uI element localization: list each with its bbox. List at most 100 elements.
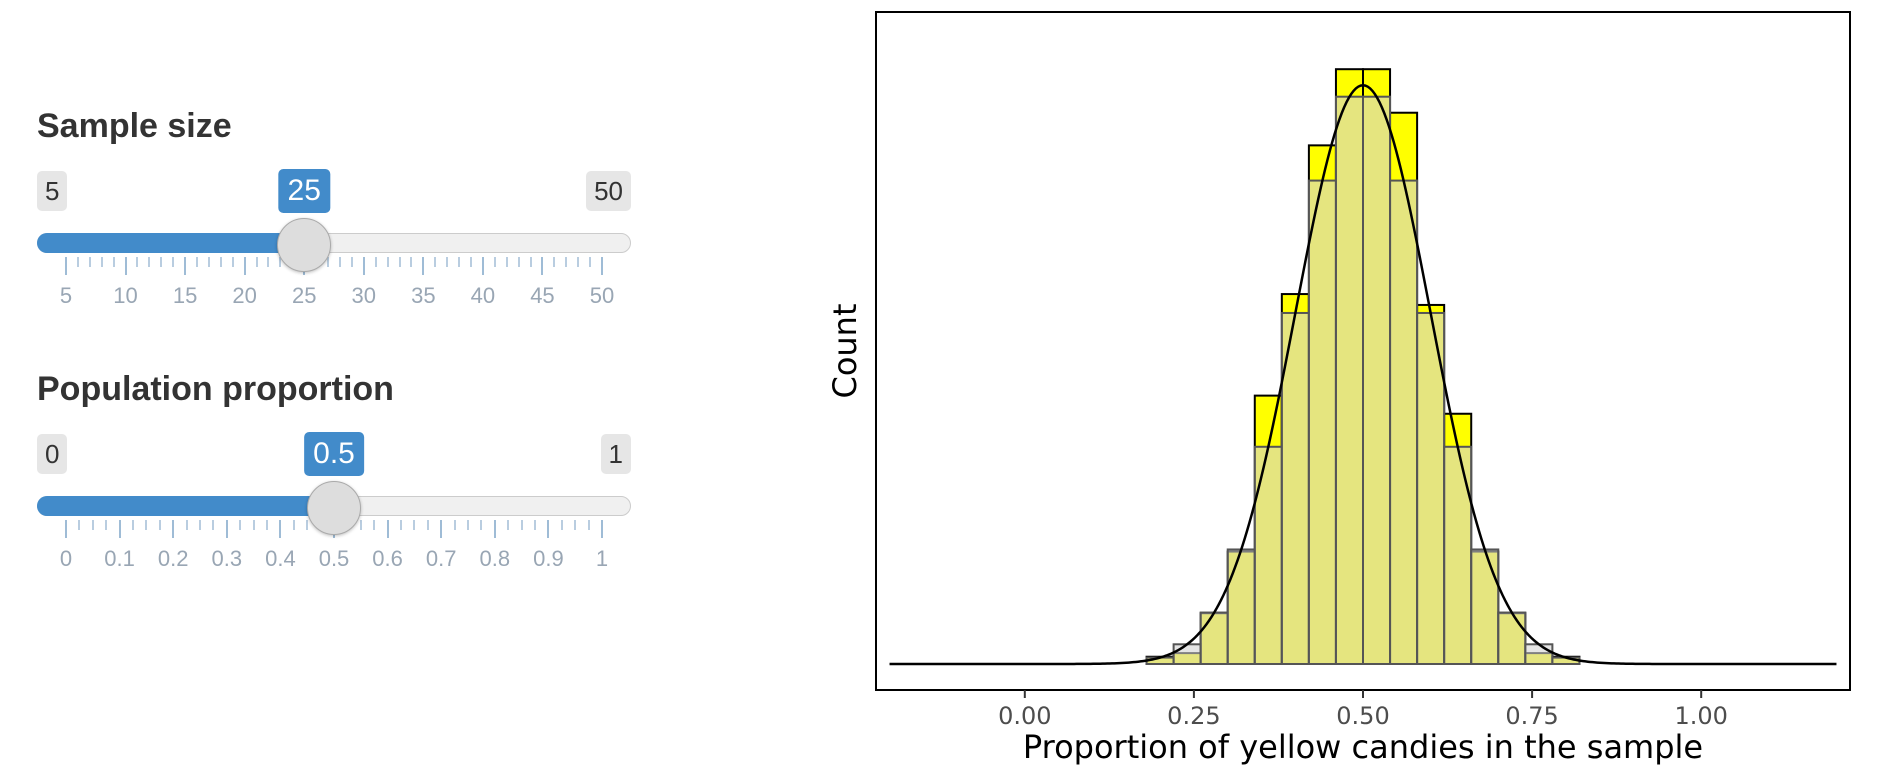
slider-minor-tick [574, 520, 577, 530]
slider-minor-tick [172, 257, 175, 267]
slider-minor-tick [306, 520, 309, 530]
slider-major-tick [172, 520, 175, 538]
slider-tick-label: 1 [595, 546, 609, 571]
slider-minor-tick [338, 257, 341, 267]
slider-min-label: 5 [37, 171, 68, 211]
slider-ticks: 5 10 15 20 25 30 35 40 45 50 [37, 257, 631, 317]
slider-minor-tick [132, 520, 134, 530]
slider-minor-tick [88, 257, 91, 267]
slider-tick-label: 0.1 [104, 546, 135, 571]
slider-major-tick [481, 257, 484, 275]
slider-major-tick [601, 257, 603, 275]
slider-tick-label: 25 [291, 283, 317, 308]
slider-handle[interactable] [277, 218, 332, 272]
slider-minor-tick [565, 257, 568, 267]
normal-curve [889, 83, 1837, 666]
slider-tick-label: 5 [59, 283, 73, 308]
slider-minor-tick [410, 257, 413, 267]
slider-major-tick [547, 520, 550, 538]
slider-minor-tick [398, 257, 401, 267]
slider-value-label: 25 [278, 169, 330, 213]
x-axis-tick-label: 0.00 [998, 702, 1051, 730]
slider-minor-tick [279, 257, 282, 267]
slider-tick-label: 20 [232, 283, 257, 308]
x-axis-label: Proportion of yellow candies in the samp… [1023, 728, 1703, 766]
normal-overlay-bar [1253, 445, 1283, 665]
slider-minor-tick [292, 520, 295, 530]
slider-minor-tick [78, 520, 81, 530]
normal-overlay-bar [1172, 643, 1202, 666]
slider-minor-tick [112, 257, 115, 267]
slider-minor-tick [589, 257, 592, 267]
slider-minor-tick [267, 257, 270, 267]
slider-major-tick [225, 520, 228, 538]
slider-minor-tick [91, 520, 94, 530]
slider-major-tick [362, 257, 365, 275]
slider-minor-tick [529, 257, 532, 267]
slider-minor-tick [493, 257, 496, 267]
slider-minor-tick [373, 520, 376, 530]
slider-major-tick [601, 520, 603, 538]
normal-overlay-bar [1389, 179, 1419, 665]
slider-minor-tick [212, 520, 215, 530]
normal-overlay-bar [1497, 611, 1527, 666]
slider-minor-tick [413, 520, 416, 530]
slider-minor-tick [158, 520, 161, 530]
slider-major-tick [184, 257, 187, 275]
slider-tick-label: 30 [351, 283, 377, 308]
slider-fill [37, 233, 305, 253]
slider-minor-tick [207, 257, 210, 267]
slider-handle[interactable] [307, 481, 361, 535]
x-axis-tick-label: 0.50 [1336, 702, 1389, 730]
slider-minor-tick [426, 520, 429, 530]
slider-minor-tick [400, 520, 402, 530]
normal-overlay-bar [1362, 95, 1392, 666]
slider-label: Sample size [37, 107, 232, 145]
slider-minor-tick [386, 257, 389, 267]
normal-overlay-bar [1443, 445, 1473, 665]
slider-minor-tick [160, 257, 163, 267]
slider-minor-tick [507, 520, 510, 530]
slider-minor-tick [374, 257, 377, 267]
slider-tick-label: 0.6 [372, 546, 403, 571]
slider-minor-tick [577, 257, 580, 267]
slider-minor-tick [196, 257, 199, 267]
slider-major-tick [65, 520, 67, 538]
normal-overlay-bar [1524, 643, 1554, 666]
slider-minor-tick [76, 257, 79, 267]
normal-overlay-bar [1334, 95, 1365, 666]
slider-major-tick [386, 520, 389, 538]
slider-major-tick [118, 520, 121, 538]
slider-tick-label: 0.7 [425, 546, 457, 571]
slider-minor-tick [239, 520, 242, 530]
slider-tick-label: 0.4 [265, 546, 296, 571]
slider-tick-label: 0.5 [318, 546, 350, 571]
normal-overlay-bar [1226, 548, 1256, 665]
slider-minor-tick [434, 257, 437, 267]
slider-label: Population proportion [37, 370, 394, 408]
x-axis-tick-label: 1.00 [1674, 702, 1727, 730]
population-proportion-slider[interactable]: 0 1 0.5 0 0.1 0.2 0.3 0.4 0.5 0.6 0.7 0.8 0.9 1 [37, 432, 631, 594]
slider-minor-tick [480, 520, 483, 530]
slider-minor-tick [255, 257, 258, 267]
slider-major-tick [65, 257, 67, 275]
slider-minor-tick [534, 520, 536, 530]
y-axis-label: Count [826, 303, 864, 398]
slider-tick-label: 0 [59, 546, 73, 571]
sample-size-slider[interactable]: 5 50 25 5 10 15 20 25 30 35 40 45 50 [37, 169, 631, 331]
slider-tick-label: 15 [172, 283, 198, 308]
slider-tick-label: 45 [530, 283, 555, 308]
slider-minor-tick [453, 520, 456, 530]
slider-minor-tick [231, 257, 234, 267]
x-axis-tick-label: 0.75 [1505, 702, 1558, 730]
slider-minor-tick [219, 257, 222, 267]
slider-minor-tick [185, 520, 188, 530]
slider-minor-tick [446, 257, 449, 267]
slider-tick-label: 0.9 [533, 546, 564, 571]
slider-minor-tick [587, 520, 590, 530]
slider-minor-tick [520, 520, 523, 530]
slider-minor-tick [469, 257, 472, 267]
slider-tick-label: 40 [470, 283, 496, 308]
slider-fill [37, 496, 334, 516]
